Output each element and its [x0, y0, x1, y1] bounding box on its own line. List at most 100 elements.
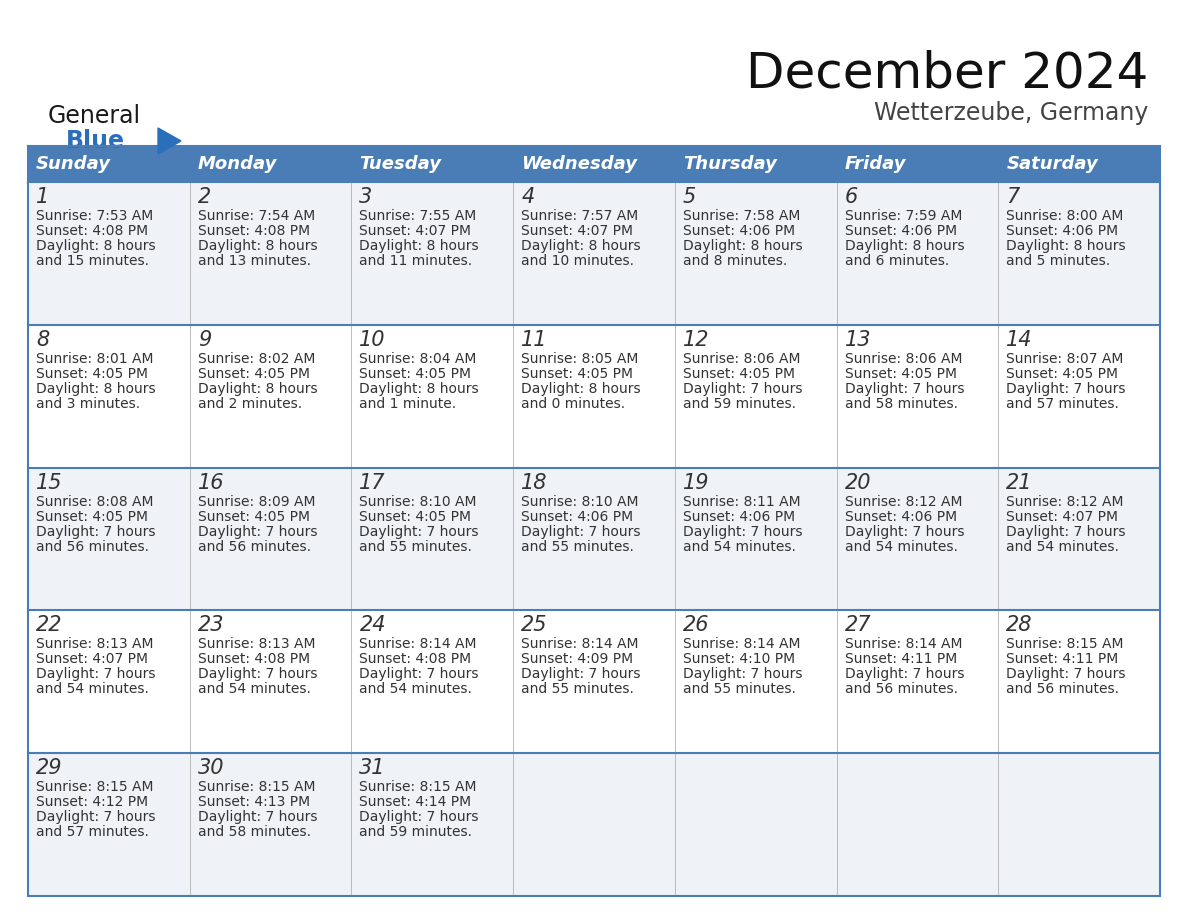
Text: 29: 29 [36, 758, 63, 778]
Text: Daylight: 8 hours: Daylight: 8 hours [522, 239, 640, 253]
Text: Sunrise: 8:07 AM: Sunrise: 8:07 AM [1006, 352, 1124, 365]
Text: Sunrise: 8:10 AM: Sunrise: 8:10 AM [522, 495, 639, 509]
Polygon shape [158, 128, 181, 154]
Text: Daylight: 7 hours: Daylight: 7 hours [197, 524, 317, 539]
Text: and 2 minutes.: and 2 minutes. [197, 397, 302, 410]
Text: Daylight: 7 hours: Daylight: 7 hours [845, 667, 965, 681]
Text: and 56 minutes.: and 56 minutes. [845, 682, 958, 697]
Text: 11: 11 [522, 330, 548, 350]
Text: 6: 6 [845, 187, 858, 207]
Text: Sunset: 4:05 PM: Sunset: 4:05 PM [36, 509, 148, 523]
Text: Daylight: 8 hours: Daylight: 8 hours [197, 382, 317, 396]
Text: Friday: Friday [845, 155, 906, 173]
Text: Sunset: 4:12 PM: Sunset: 4:12 PM [36, 795, 148, 809]
Text: Sunset: 4:05 PM: Sunset: 4:05 PM [845, 367, 956, 381]
Text: and 10 minutes.: and 10 minutes. [522, 254, 634, 268]
Text: 27: 27 [845, 615, 871, 635]
Text: Sunrise: 8:11 AM: Sunrise: 8:11 AM [683, 495, 801, 509]
Text: and 54 minutes.: and 54 minutes. [683, 540, 796, 554]
Text: and 54 minutes.: and 54 minutes. [197, 682, 310, 697]
Text: 31: 31 [360, 758, 386, 778]
Text: Sunset: 4:06 PM: Sunset: 4:06 PM [683, 509, 795, 523]
Text: Sunset: 4:08 PM: Sunset: 4:08 PM [197, 653, 310, 666]
Text: 19: 19 [683, 473, 709, 493]
Text: Daylight: 7 hours: Daylight: 7 hours [522, 524, 640, 539]
Text: 30: 30 [197, 758, 225, 778]
Text: and 11 minutes.: and 11 minutes. [360, 254, 473, 268]
Text: Sunset: 4:08 PM: Sunset: 4:08 PM [36, 224, 148, 238]
Text: and 56 minutes.: and 56 minutes. [197, 540, 311, 554]
Text: General: General [48, 104, 141, 128]
Text: Daylight: 8 hours: Daylight: 8 hours [36, 239, 156, 253]
Text: and 59 minutes.: and 59 minutes. [683, 397, 796, 410]
Text: 16: 16 [197, 473, 225, 493]
Text: Sunrise: 8:05 AM: Sunrise: 8:05 AM [522, 352, 638, 365]
Text: Sunset: 4:06 PM: Sunset: 4:06 PM [522, 509, 633, 523]
Text: Sunrise: 8:04 AM: Sunrise: 8:04 AM [360, 352, 476, 365]
Text: Sunrise: 8:12 AM: Sunrise: 8:12 AM [1006, 495, 1124, 509]
Text: Sunrise: 8:13 AM: Sunrise: 8:13 AM [197, 637, 315, 652]
Text: Daylight: 7 hours: Daylight: 7 hours [360, 811, 479, 824]
Text: Sunrise: 7:59 AM: Sunrise: 7:59 AM [845, 209, 962, 223]
Text: Sunset: 4:05 PM: Sunset: 4:05 PM [360, 367, 472, 381]
Text: and 54 minutes.: and 54 minutes. [1006, 540, 1119, 554]
Text: 21: 21 [1006, 473, 1032, 493]
Text: Daylight: 8 hours: Daylight: 8 hours [197, 239, 317, 253]
Text: Sunset: 4:07 PM: Sunset: 4:07 PM [36, 653, 148, 666]
Text: Sunrise: 8:02 AM: Sunrise: 8:02 AM [197, 352, 315, 365]
Text: Sunrise: 8:14 AM: Sunrise: 8:14 AM [522, 637, 639, 652]
Text: Sunset: 4:05 PM: Sunset: 4:05 PM [1006, 367, 1118, 381]
Text: Sunrise: 7:54 AM: Sunrise: 7:54 AM [197, 209, 315, 223]
Text: Daylight: 7 hours: Daylight: 7 hours [36, 811, 156, 824]
Text: 2: 2 [197, 187, 211, 207]
Text: Sunset: 4:05 PM: Sunset: 4:05 PM [522, 367, 633, 381]
Text: and 59 minutes.: and 59 minutes. [360, 825, 473, 839]
Text: 13: 13 [845, 330, 871, 350]
Text: 7: 7 [1006, 187, 1019, 207]
Text: Sunset: 4:07 PM: Sunset: 4:07 PM [360, 224, 472, 238]
Text: Sunrise: 8:15 AM: Sunrise: 8:15 AM [360, 780, 476, 794]
Text: 5: 5 [683, 187, 696, 207]
Text: Sunrise: 7:57 AM: Sunrise: 7:57 AM [522, 209, 638, 223]
Text: Sunrise: 7:55 AM: Sunrise: 7:55 AM [360, 209, 476, 223]
Text: Sunset: 4:08 PM: Sunset: 4:08 PM [360, 653, 472, 666]
Bar [29, 467, 1159, 610]
Text: 18: 18 [522, 473, 548, 493]
Bar [29, 610, 1159, 753]
Text: Daylight: 7 hours: Daylight: 7 hours [360, 667, 479, 681]
Text: Sunrise: 8:09 AM: Sunrise: 8:09 AM [197, 495, 315, 509]
Text: Sunrise: 8:14 AM: Sunrise: 8:14 AM [360, 637, 476, 652]
Text: Sunrise: 7:58 AM: Sunrise: 7:58 AM [683, 209, 801, 223]
Text: Blue: Blue [67, 129, 125, 153]
Text: Sunrise: 8:15 AM: Sunrise: 8:15 AM [197, 780, 315, 794]
Text: 24: 24 [360, 615, 386, 635]
Text: Daylight: 8 hours: Daylight: 8 hours [683, 239, 802, 253]
Text: Sunset: 4:05 PM: Sunset: 4:05 PM [36, 367, 148, 381]
Text: Sunset: 4:06 PM: Sunset: 4:06 PM [683, 224, 795, 238]
Text: Daylight: 7 hours: Daylight: 7 hours [1006, 382, 1126, 396]
Text: Sunrise: 8:00 AM: Sunrise: 8:00 AM [1006, 209, 1124, 223]
Text: Sunrise: 8:14 AM: Sunrise: 8:14 AM [845, 637, 962, 652]
Text: Saturday: Saturday [1006, 155, 1098, 173]
Text: and 15 minutes.: and 15 minutes. [36, 254, 148, 268]
Bar [29, 753, 1159, 896]
Text: Daylight: 7 hours: Daylight: 7 hours [36, 524, 156, 539]
Text: 10: 10 [360, 330, 386, 350]
Text: and 1 minute.: and 1 minute. [360, 397, 456, 410]
Text: and 3 minutes.: and 3 minutes. [36, 397, 140, 410]
Text: and 54 minutes.: and 54 minutes. [36, 682, 148, 697]
Text: 4: 4 [522, 187, 535, 207]
Text: and 55 minutes.: and 55 minutes. [522, 682, 634, 697]
Text: Daylight: 7 hours: Daylight: 7 hours [683, 667, 802, 681]
Text: 20: 20 [845, 473, 871, 493]
Text: Daylight: 7 hours: Daylight: 7 hours [845, 382, 965, 396]
Text: 22: 22 [36, 615, 63, 635]
Text: Sunrise: 8:14 AM: Sunrise: 8:14 AM [683, 637, 801, 652]
Text: 9: 9 [197, 330, 211, 350]
Text: Daylight: 7 hours: Daylight: 7 hours [522, 667, 640, 681]
Text: Daylight: 8 hours: Daylight: 8 hours [1006, 239, 1126, 253]
Text: 23: 23 [197, 615, 225, 635]
Text: 3: 3 [360, 187, 373, 207]
Text: and 58 minutes.: and 58 minutes. [845, 397, 958, 410]
Text: Sunset: 4:13 PM: Sunset: 4:13 PM [197, 795, 310, 809]
